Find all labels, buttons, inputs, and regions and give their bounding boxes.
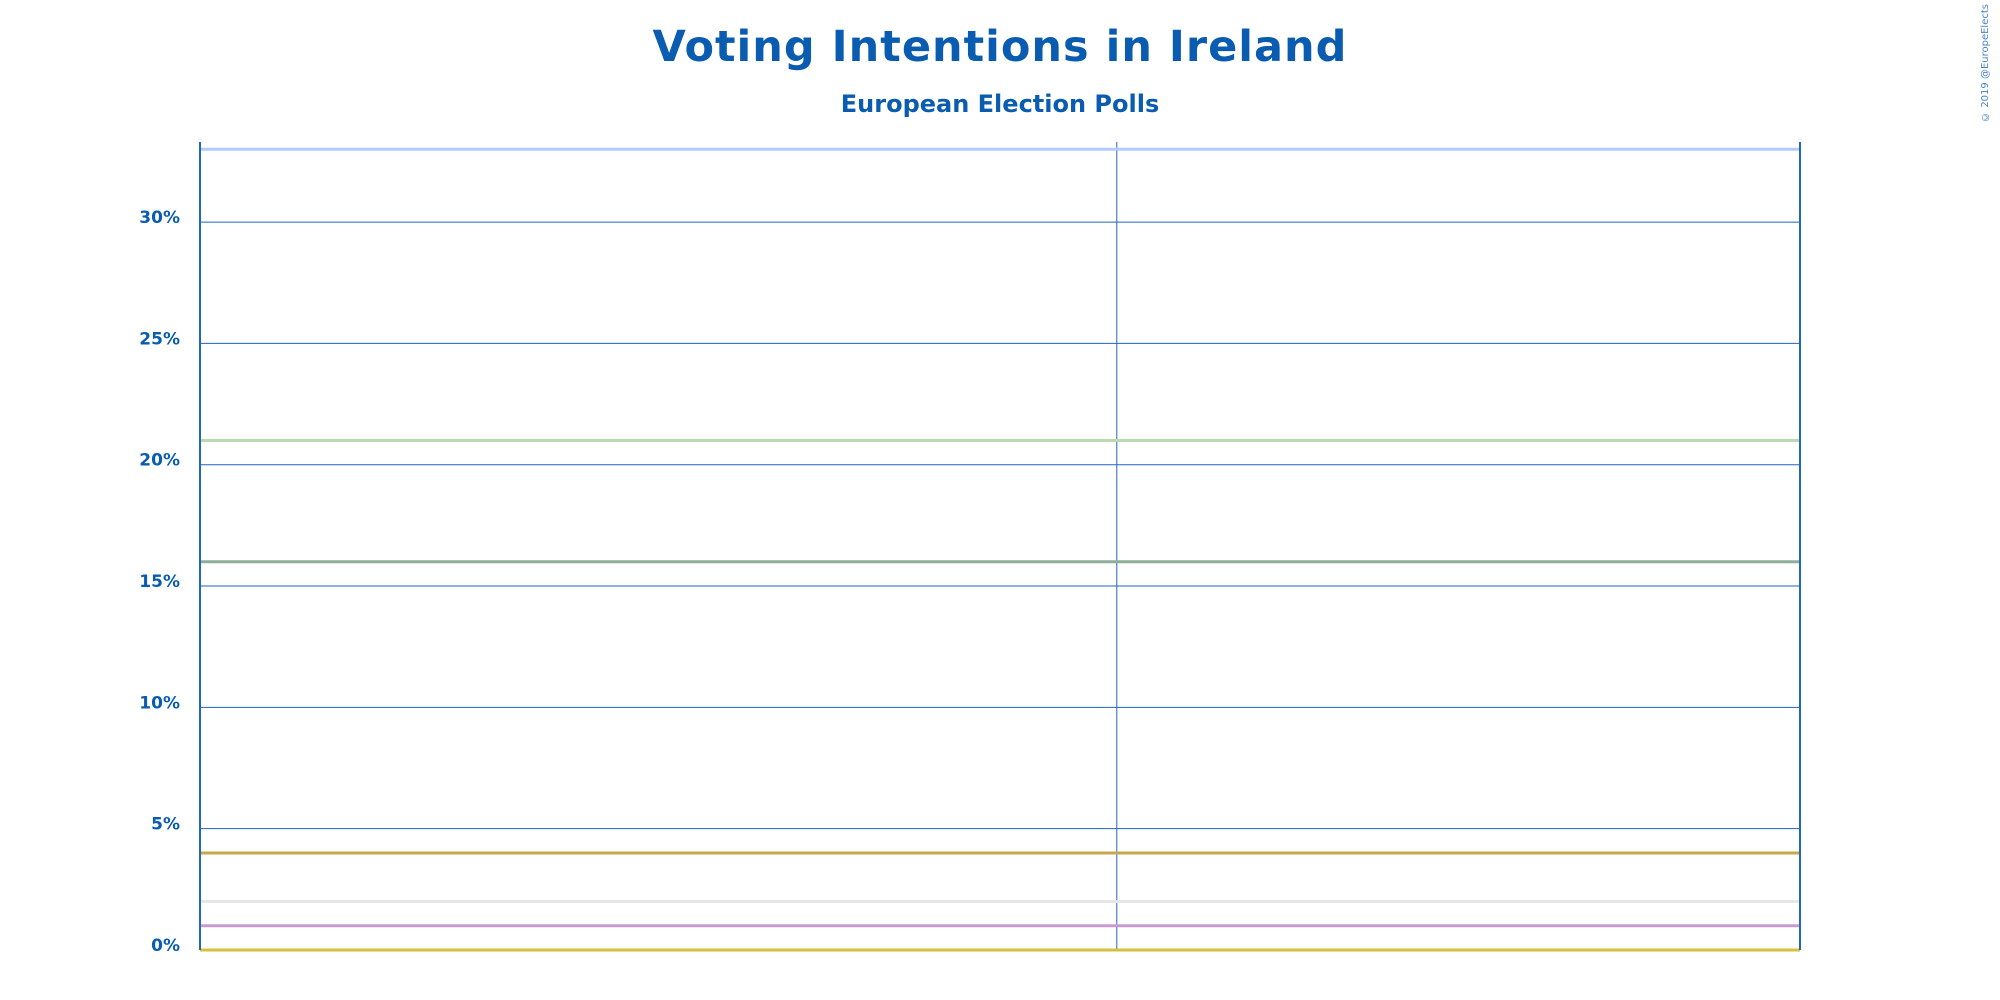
y-tick-label: 30% (139, 208, 180, 228)
y-tick-label: 10% (139, 693, 180, 713)
y-tick-label: 25% (139, 329, 180, 349)
series-lines (200, 147, 1800, 952)
y-tick-label: 0% (151, 936, 180, 956)
chart-subtitle: European Election Polls (840, 90, 1160, 118)
y-tick-label: 15% (139, 572, 180, 592)
y-tick-label: 5% (151, 815, 180, 835)
axes (199, 142, 1801, 950)
y-tick-label: 20% (139, 451, 180, 471)
gridlines (200, 142, 1800, 950)
chart-title: Voting Intentions in Ireland (652, 22, 1348, 72)
y-tick-labels: 0% 5% 10% 15% 20% 25% 30% (139, 208, 180, 956)
